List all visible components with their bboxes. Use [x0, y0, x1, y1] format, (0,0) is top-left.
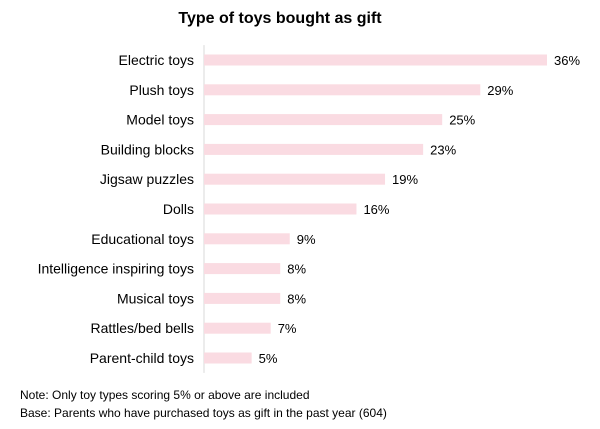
category-label: Building blocks — [101, 141, 194, 157]
value-labels: 36% 29% 25% 23% 19%16% 9% 8% 8% 7%5% — [259, 53, 581, 366]
category-label: Parent-child toys — [90, 350, 194, 366]
bar — [204, 233, 290, 245]
data-label: 7% — [278, 321, 297, 336]
data-label: 9% — [297, 232, 316, 247]
bar — [204, 292, 281, 304]
data-label: 5% — [259, 351, 278, 366]
bar — [204, 203, 357, 215]
bar — [204, 263, 281, 275]
bar — [204, 352, 252, 364]
category-label: Electric toys — [119, 52, 194, 68]
category-label: Educational toys — [91, 231, 194, 247]
category-label: Jigsaw puzzles — [100, 171, 194, 187]
bar — [204, 54, 547, 66]
category-label: Plush toys — [129, 82, 194, 98]
chart-title: Type of toys bought as gift — [178, 10, 382, 27]
base-text: Base: Parents who have purchased toys as… — [20, 406, 387, 420]
data-label: 25% — [449, 113, 475, 128]
category-label: Rattles/bed bells — [90, 320, 194, 336]
data-label: 16% — [363, 202, 389, 217]
bar — [204, 114, 443, 126]
bar — [204, 143, 424, 155]
data-label: 29% — [487, 83, 513, 98]
bar — [204, 322, 271, 334]
data-label: 36% — [554, 53, 580, 68]
bar — [204, 173, 386, 185]
note-text: Note: Only toy types scoring 5% or above… — [20, 388, 310, 402]
category-label: Intelligence inspiring toys — [38, 261, 194, 277]
category-labels: Electric toys Plush toys Model toys Buildin… — [38, 52, 194, 366]
bar-chart: Electric toys Plush toys Model toys Buildin… — [38, 45, 581, 373]
category-label: Dolls — [163, 201, 194, 217]
data-label: 23% — [430, 142, 456, 157]
chart-notes: Note: Only toy types scoring 5% or above… — [20, 386, 590, 422]
category-label: Musical toys — [117, 290, 194, 306]
bars — [204, 54, 547, 364]
category-label: Model toys — [126, 112, 194, 128]
bar — [204, 84, 481, 96]
data-label: 8% — [287, 262, 306, 277]
data-label: 8% — [287, 291, 306, 306]
data-label: 19% — [392, 172, 418, 187]
